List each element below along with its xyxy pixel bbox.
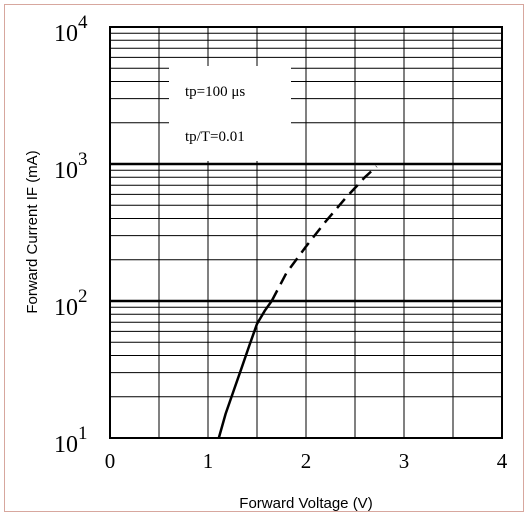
curve-dashed-segment bbox=[270, 165, 378, 302]
y-tick-label: 104 bbox=[54, 12, 88, 47]
y-tick-label: 103 bbox=[54, 149, 88, 184]
x-tick-label: 1 bbox=[203, 449, 214, 473]
y-tick-label: 102 bbox=[54, 286, 88, 321]
annotation-pulse-width: tp=100 μs bbox=[185, 84, 245, 100]
annotation-duty-cycle: tp/T=0.01 bbox=[185, 129, 245, 145]
x-tick-label: 4 bbox=[497, 449, 508, 473]
y-tick-labels: 101 102 103 104 bbox=[54, 12, 88, 458]
plot-border bbox=[109, 26, 503, 439]
annotation-box bbox=[169, 66, 291, 161]
curve-solid-segment bbox=[217, 300, 273, 439]
minor-grid bbox=[110, 27, 502, 438]
major-grid bbox=[110, 162, 502, 303]
x-tick-label: 0 bbox=[105, 449, 116, 473]
x-tick-labels: 0 1 2 3 4 bbox=[105, 449, 508, 473]
y-axis-label: Forward Current IF (mA) bbox=[24, 150, 41, 313]
x-tick-label: 2 bbox=[301, 449, 312, 473]
y-tick-label: 101 bbox=[54, 423, 88, 458]
curve-layer bbox=[217, 165, 378, 439]
x-tick-label: 3 bbox=[399, 449, 410, 473]
x-axis-label: Forward Voltage (V) bbox=[239, 495, 372, 512]
